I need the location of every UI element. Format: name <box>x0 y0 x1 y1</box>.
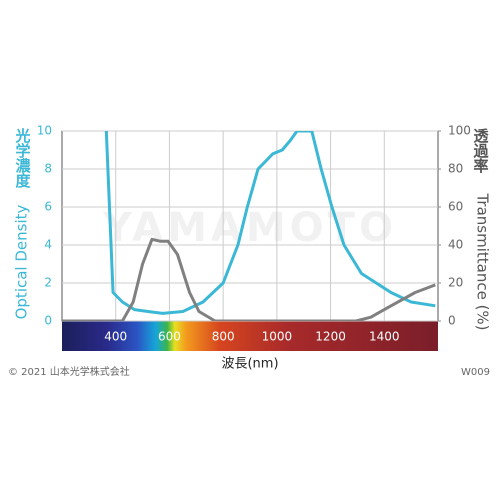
x-tick-label: 1200 <box>315 330 346 344</box>
spectrum-bar <box>62 321 438 351</box>
code: W009 <box>461 367 490 378</box>
plot: W009 <box>62 130 490 378</box>
y2-label: Transmittance (%) <box>474 192 492 330</box>
y2-tick-label: 80 <box>448 162 463 176</box>
x-tick-label: 600 <box>158 330 181 344</box>
y-label-ja: 光学濃度 <box>14 127 32 189</box>
y2-tick-label: 20 <box>448 276 463 290</box>
y2-label-ja: 透過率 <box>472 128 490 174</box>
y2-tick-label: 100 <box>448 124 471 138</box>
y-tick-label: 0 <box>44 314 52 328</box>
y2-tick-label: 0 <box>448 314 456 328</box>
y-tick-label: 4 <box>44 238 52 252</box>
copyright: © 2021 山本光学株式会社 <box>8 365 130 378</box>
y-label: Optical Density <box>13 204 31 319</box>
x-tick-label: 1400 <box>369 330 400 344</box>
y2-tick-label: 40 <box>448 238 463 252</box>
x-tick-label: 800 <box>212 330 235 344</box>
y-tick-label: 6 <box>44 200 52 214</box>
x-label: 波長(nm) <box>221 357 278 372</box>
x-tick-label: 1000 <box>262 330 293 344</box>
y-tick-label: 10 <box>37 124 52 138</box>
watermark: YAMAMOTO <box>102 205 397 251</box>
x-tick-label: 400 <box>104 330 127 344</box>
y-tick-label: 2 <box>44 276 52 290</box>
y2-tick-label: 60 <box>448 200 463 214</box>
series-line <box>62 237 436 321</box>
series-line <box>104 131 436 315</box>
y-tick-label: 8 <box>44 162 52 176</box>
